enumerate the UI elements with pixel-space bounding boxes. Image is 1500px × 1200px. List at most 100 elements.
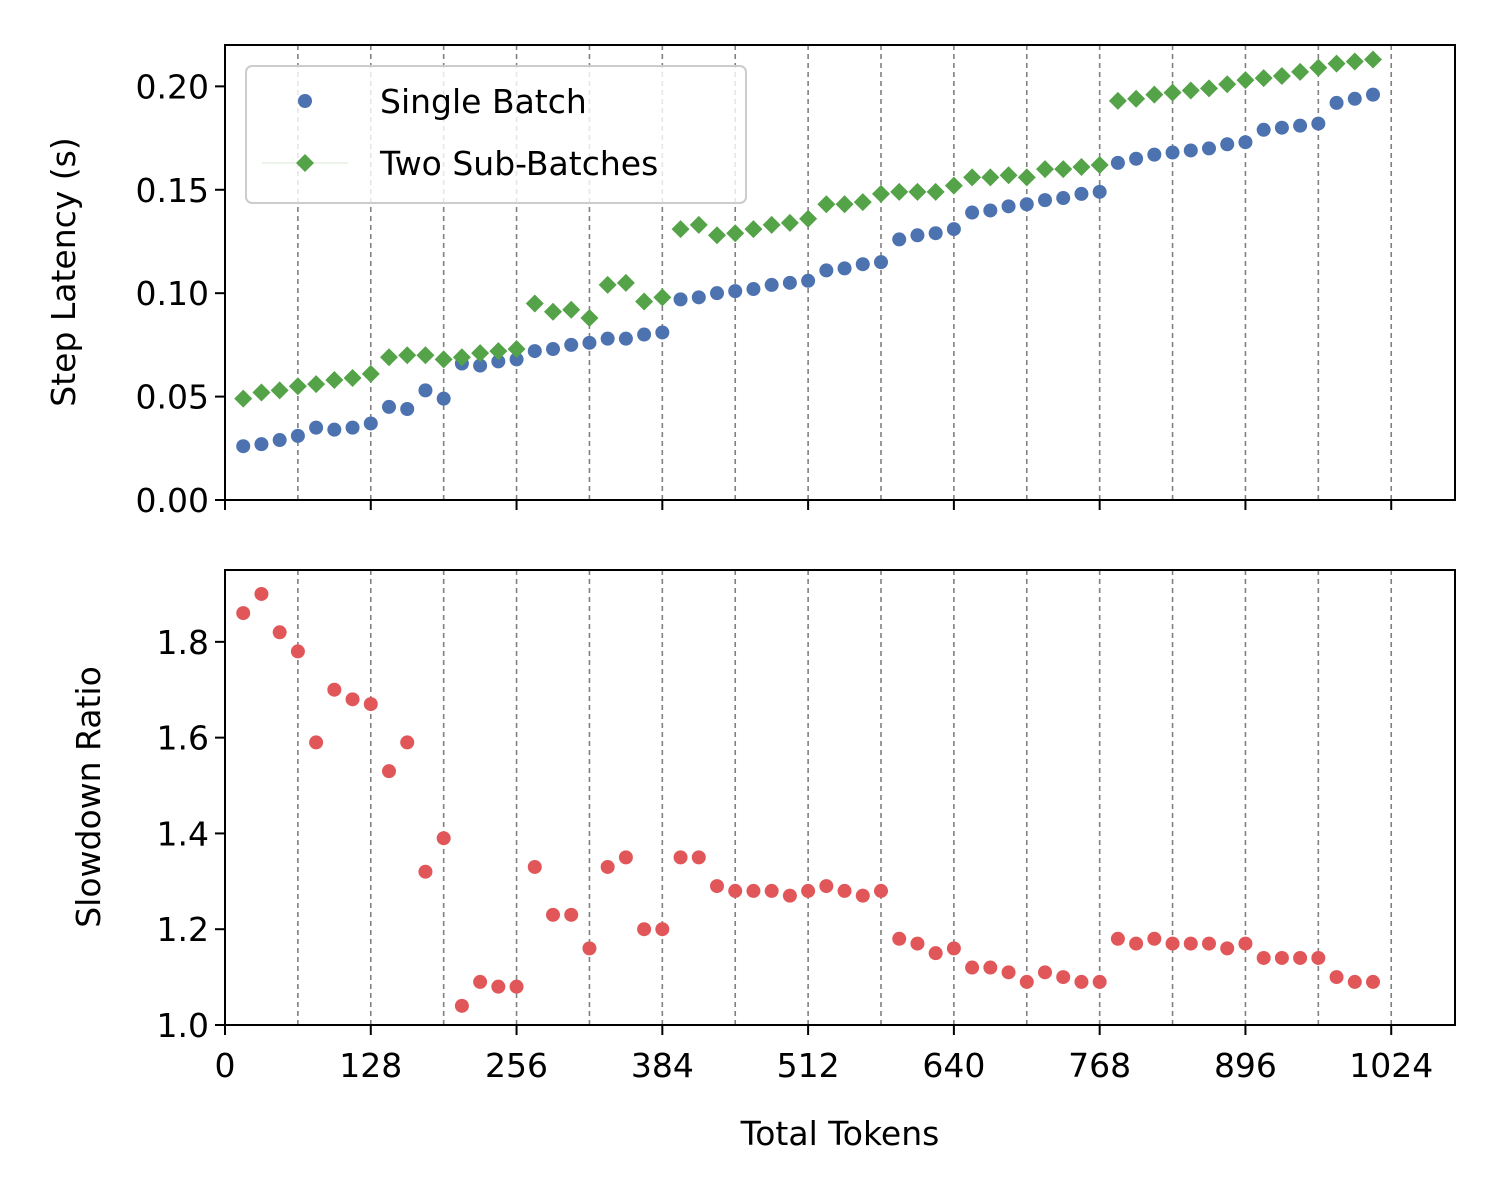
bottom-data-points [236, 586, 1380, 1013]
single-batch-point [309, 420, 324, 435]
slowdown-ratio-point [309, 735, 324, 750]
two-sub-batches-point [1291, 62, 1310, 81]
x-tick-label: 1024 [1349, 1046, 1433, 1085]
slowdown-ratio-point [382, 764, 396, 779]
top-y-ticks: 0.00 0.05 0.10 0.15 0.20 [136, 67, 225, 520]
x-axis-label: Total Tokens [740, 1114, 940, 1153]
single-batch-point [400, 402, 415, 416]
bottom-x-ticks: 0 128 256 384 512 640 768 896 1024 [215, 1025, 1433, 1085]
x-tick-label: 896 [1214, 1046, 1277, 1085]
slowdown-ratio-point [473, 974, 488, 989]
two-sub-batches-point [598, 275, 617, 294]
slowdown-ratio-point [1074, 974, 1089, 989]
x-tick-label: 128 [339, 1046, 402, 1085]
slowdown-ratio-point [1110, 931, 1125, 946]
two-sub-batches-point [398, 346, 417, 365]
slowdown-ratio-point [436, 831, 451, 846]
two-sub-batches-point [380, 348, 398, 367]
single-batch-point [582, 335, 597, 350]
slowdown-ratio-point [837, 883, 852, 898]
single-batch-point [782, 275, 797, 290]
top-y-axis-label: Step Latency (s) [44, 137, 83, 407]
two-sub-batches-point [635, 292, 654, 311]
slowdown-ratio-point [254, 586, 269, 601]
slowdown-ratio-point [236, 606, 251, 621]
single-batch-point [1129, 151, 1144, 166]
single-batch-point [436, 391, 451, 406]
single-batch-point [618, 331, 633, 346]
two-sub-batches-point [1327, 54, 1346, 73]
two-sub-batches-point [1272, 67, 1291, 86]
two-sub-batches-point [525, 294, 544, 313]
single-batch-point [1311, 116, 1326, 131]
single-batch-point [546, 342, 560, 357]
slowdown-ratio-point [782, 888, 797, 903]
two-sub-batches-point [835, 195, 854, 214]
two-sub-batches-point [1181, 81, 1200, 100]
slowdown-ratio-point [655, 922, 670, 937]
single-batch-point [965, 205, 980, 220]
single-batch-point [1202, 141, 1216, 156]
single-batch-point [272, 433, 287, 448]
two-sub-batches-point [452, 348, 471, 367]
single-batch-point [509, 352, 524, 367]
slowdown-ratio-point [1001, 965, 1016, 980]
single-batch-point [1274, 120, 1289, 135]
slowdown-ratio-point [1038, 965, 1052, 980]
slowdown-ratio-point [637, 922, 652, 937]
slowdown-ratio-point [564, 907, 579, 922]
two-sub-batches-point [1017, 168, 1036, 187]
single-batch-point [1293, 118, 1308, 133]
single-batch-point [527, 344, 542, 359]
single-batch-point [491, 354, 506, 369]
single-batch-point [345, 420, 360, 435]
bottom-plot-frame [224, 569, 1456, 1026]
slowdown-ratio-point [418, 864, 433, 879]
single-batch-point [1056, 191, 1071, 206]
slowdown-ratio-point [400, 735, 415, 750]
slowdown-ratio-point [728, 883, 743, 898]
single-batch-point [1366, 87, 1380, 102]
single-batch-point [655, 325, 670, 340]
slowdown-ratio-point [1202, 936, 1216, 951]
single-batch-point [1092, 184, 1107, 199]
y-tick-label: 1.8 [157, 623, 209, 662]
two-sub-batches-point [1127, 89, 1146, 108]
legend-single-batch-label: Single Batch [380, 82, 587, 121]
slowdown-ratio-point [1238, 936, 1253, 951]
x-tick-label: 640 [922, 1046, 985, 1085]
single-batch-point [564, 337, 579, 352]
y-tick-label: 0.15 [136, 171, 209, 210]
single-batch-point [1183, 143, 1198, 158]
single-batch-point [236, 439, 251, 454]
two-sub-batches-point [270, 381, 289, 400]
single-batch-point [327, 422, 342, 437]
two-sub-batches-point [708, 226, 726, 245]
two-sub-batches-point [981, 168, 1000, 187]
two-sub-batches-point [489, 342, 508, 361]
two-sub-batches-point [616, 273, 635, 292]
slowdown-ratio-point [1019, 974, 1034, 989]
slowdown-ratio-point [527, 859, 542, 874]
two-sub-batches-point [234, 389, 253, 408]
two-sub-batches-point [726, 224, 745, 243]
slowdown-ratio-point [892, 931, 907, 946]
two-sub-batches-point [307, 375, 326, 394]
slowdown-ratio-point [1165, 936, 1180, 951]
two-sub-batches-point [544, 302, 562, 321]
y-tick-label: 0.10 [136, 274, 209, 313]
slowdown-ratio-point [272, 625, 287, 640]
two-sub-batches-point [1345, 52, 1364, 71]
slowdown-ratio-point [618, 850, 633, 865]
single-batch-point [764, 277, 779, 292]
single-batch-point [855, 257, 870, 272]
two-sub-batches-point [507, 340, 526, 359]
two-sub-batches-point [799, 209, 818, 228]
slowdown-ratio-point [1274, 950, 1289, 965]
slowdown-ratio-point [764, 883, 779, 898]
legend-single-batch-marker [298, 94, 312, 108]
two-sub-batches-point [908, 182, 927, 201]
single-batch-point [1329, 95, 1344, 110]
single-batch-point [837, 261, 852, 276]
